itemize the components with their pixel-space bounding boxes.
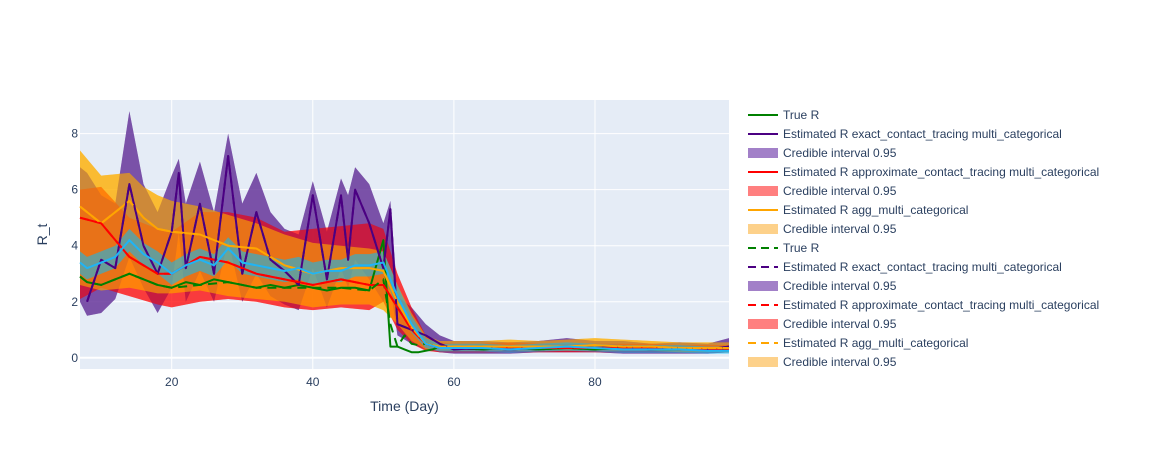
legend-label: True R xyxy=(783,108,820,122)
legend-item[interactable]: Credible interval 0.95 xyxy=(748,184,897,198)
y-tick-label: 6 xyxy=(71,183,78,197)
series-lines xyxy=(79,155,730,354)
x-axis-title: Time (Day) xyxy=(370,398,439,414)
legend-label: Credible interval 0.95 xyxy=(783,317,897,331)
legend-item[interactable]: Estimated R agg_multi_categorical xyxy=(748,203,968,217)
y-tick-label: 4 xyxy=(71,239,78,253)
legend[interactable]: True R Estimated R exact_contact_tracing … xyxy=(748,108,1099,369)
x-tick-label: 80 xyxy=(588,375,602,389)
legend-label: Credible interval 0.95 xyxy=(783,146,897,160)
legend-item[interactable]: True R xyxy=(748,241,820,255)
legend-label: Credible interval 0.95 xyxy=(783,279,897,293)
overlay-band xyxy=(80,228,729,354)
legend-item[interactable]: Credible interval 0.95 xyxy=(748,355,897,369)
legend-item[interactable]: Estimated R exact_contact_tracing multi_… xyxy=(748,127,1062,141)
series-line xyxy=(79,199,729,349)
legend-label: Estimated R approximate_contact_tracing … xyxy=(783,298,1099,312)
legend-label: True R xyxy=(783,241,820,255)
legend-item[interactable]: Credible interval 0.95 xyxy=(748,317,897,331)
legend-item[interactable]: Estimated R approximate_contact_tracing … xyxy=(748,165,1099,179)
y-tick-label: 0 xyxy=(71,351,78,365)
legend-label: Credible interval 0.95 xyxy=(783,222,897,236)
legend-label: Estimated R approximate_contact_tracing … xyxy=(783,165,1099,179)
legend-label: Estimated R exact_contact_tracing multi_… xyxy=(783,127,1062,141)
y-tick-label: 2 xyxy=(71,295,78,309)
legend-item[interactable]: Estimated R approximate_contact_tracing … xyxy=(748,298,1099,312)
legend-label: Credible interval 0.95 xyxy=(783,184,897,198)
legend-label: Estimated R agg_multi_categorical xyxy=(783,336,968,350)
legend-item[interactable]: Credible interval 0.95 xyxy=(748,146,897,160)
tick-labels: 20 40 60 80 0 2 4 6 8 xyxy=(71,127,602,389)
x-tick-label: 60 xyxy=(447,375,461,389)
y-tick-label: 8 xyxy=(71,127,78,141)
x-tick-label: 20 xyxy=(165,375,179,389)
legend-item[interactable]: Estimated R exact_contact_tracing multi_… xyxy=(748,260,1062,274)
legend-label: Estimated R exact_contact_tracing multi_… xyxy=(783,260,1062,274)
overlay-line xyxy=(79,238,729,352)
legend-item[interactable]: Credible interval 0.95 xyxy=(748,279,897,293)
y-axis-title: R_t xyxy=(34,224,50,246)
x-tick-label: 40 xyxy=(306,375,320,389)
legend-label: Credible interval 0.95 xyxy=(783,355,897,369)
legend-label: Estimated R agg_multi_categorical xyxy=(783,203,968,217)
legend-item[interactable]: Estimated R agg_multi_categorical xyxy=(748,336,968,350)
legend-item[interactable]: Credible interval 0.95 xyxy=(748,222,897,236)
legend-item[interactable]: True R xyxy=(748,108,820,122)
